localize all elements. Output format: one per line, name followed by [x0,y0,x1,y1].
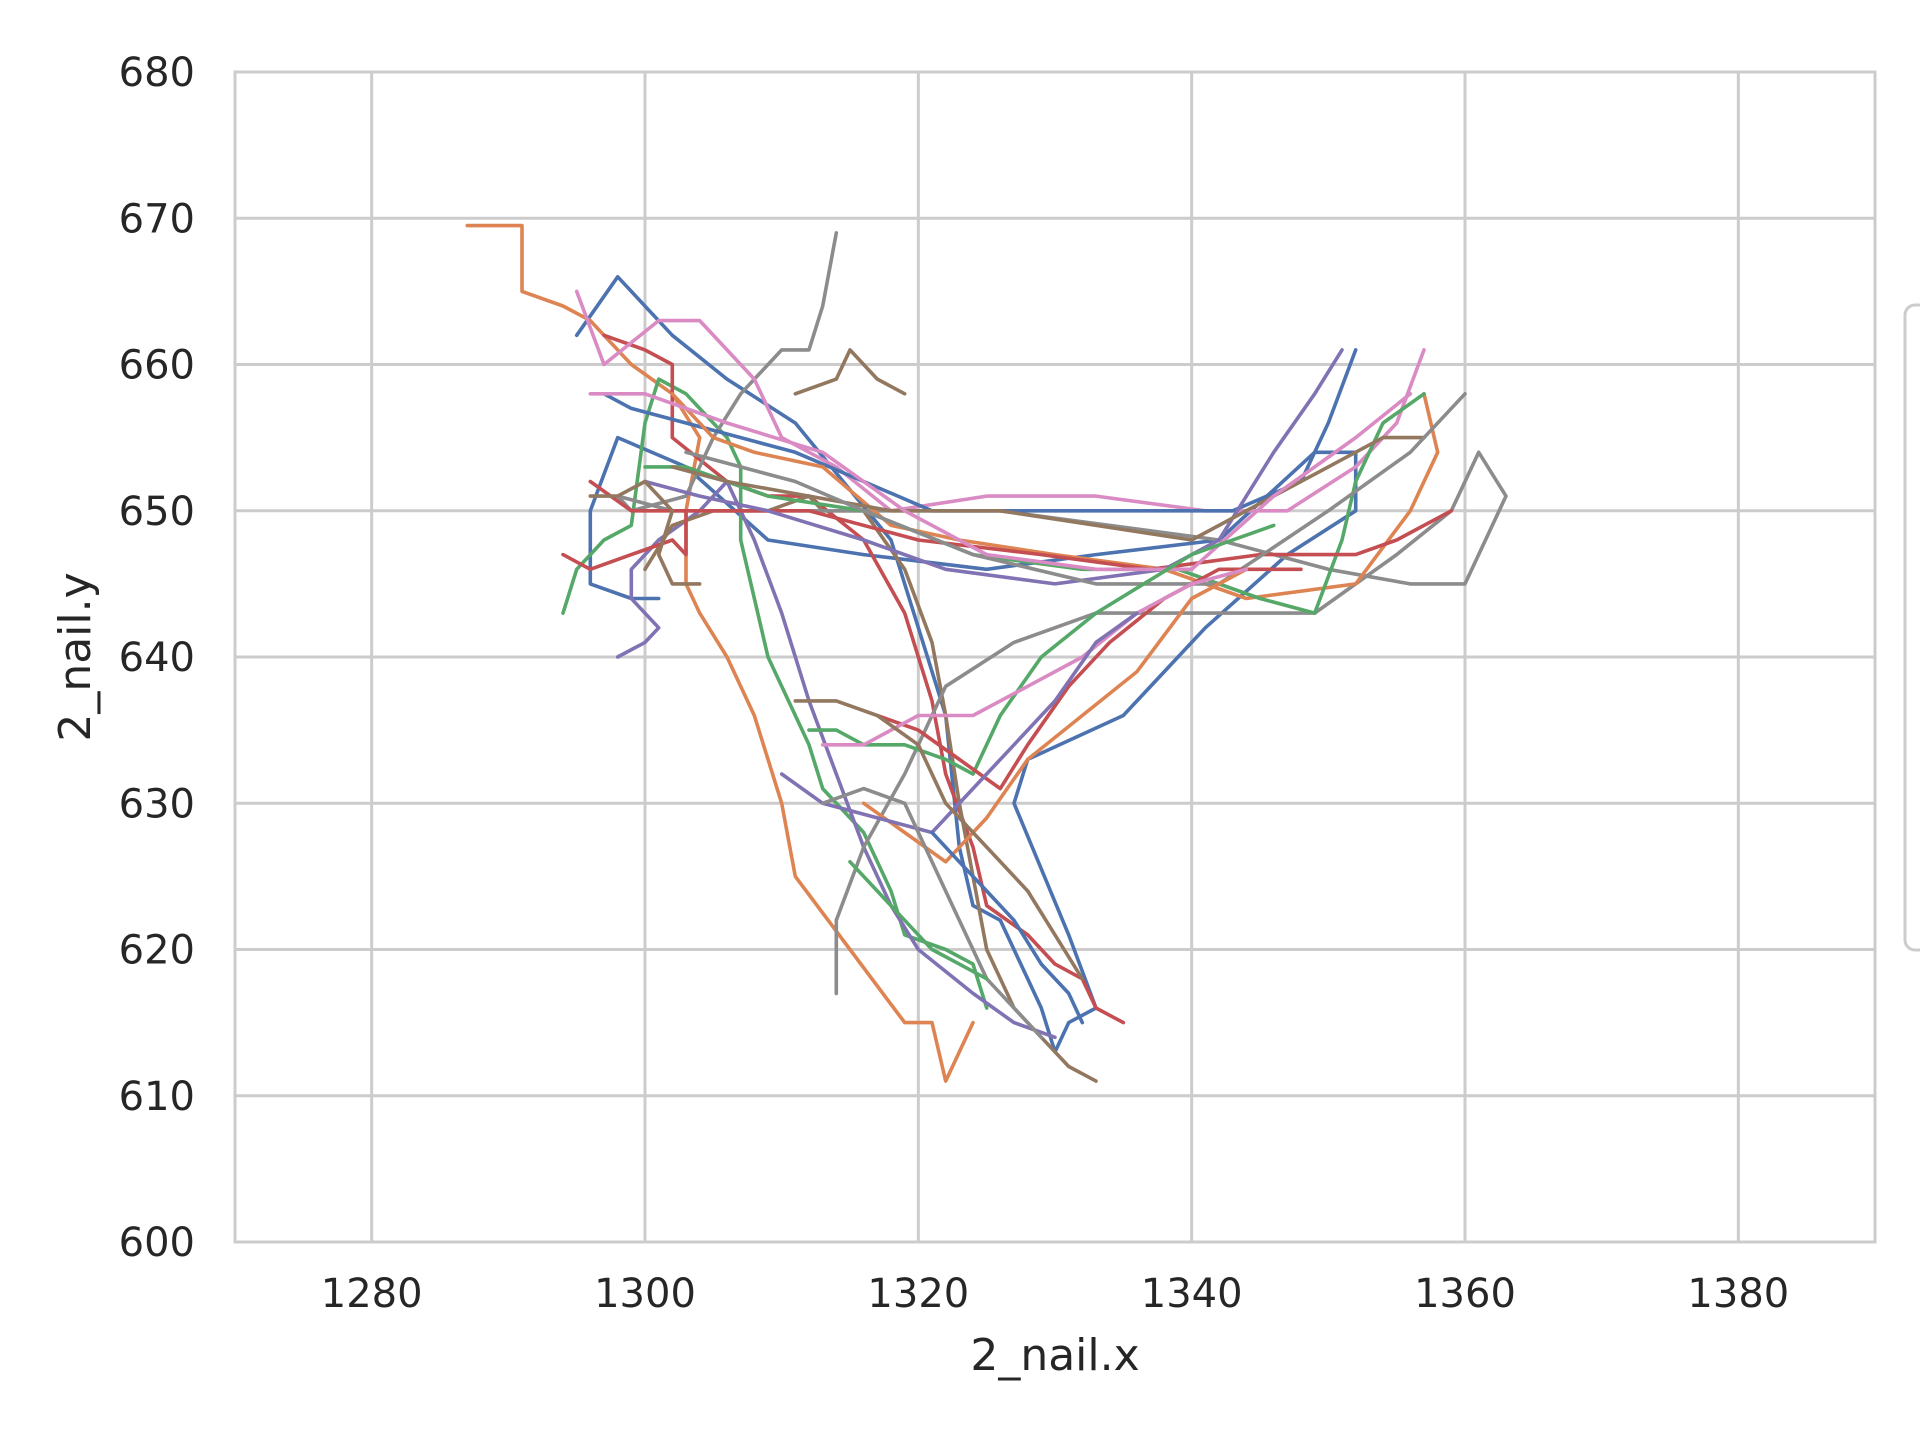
y-tick-label: 650 [119,489,195,535]
x-axis-title: 2_nail.x [970,1330,1139,1381]
series-layer [465,223,1508,1083]
series-line-27 [588,479,702,586]
plot-frame [233,70,1877,1244]
series-line-28 [793,348,907,396]
y-tick-labels: 600 610 620 630 640 650 660 670 680 [119,50,195,1266]
series-line-3 [561,377,989,1010]
series-line-20 [820,567,1249,747]
x-tick-labels: 1280 1300 1320 1340 1360 1380 [321,1271,1789,1317]
x-tick-label: 1380 [1687,1271,1789,1317]
x-tick-label: 1340 [1141,1271,1243,1317]
legend-box [1903,303,1920,952]
series-line-7 [615,231,1508,996]
series-line-4 [602,333,1126,1025]
series-line-16 [588,391,1413,572]
y-tick-label: 670 [119,196,195,242]
y-tick-label: 630 [119,781,195,827]
series-line-12 [588,479,1454,572]
y-tick-label: 660 [119,343,195,389]
series-line-23 [820,786,1044,1040]
series-line-2 [465,223,975,1083]
y-tick-label: 610 [119,1074,195,1120]
series-line-21 [779,611,1139,835]
series-line-9 [602,348,1358,513]
y-tick-label: 600 [119,1220,195,1266]
series-line-17 [807,523,1276,776]
y-gridlines [235,70,1875,1244]
y-axis-title: 2_nail.y [50,572,101,741]
x-tick-label: 1280 [321,1271,423,1317]
series-line-22 [793,699,1085,981]
x-tick-label: 1360 [1414,1271,1516,1317]
series-line-13 [643,348,1344,586]
series-line-6 [643,494,1098,1083]
x-tick-label: 1300 [594,1271,696,1317]
series-line-25 [848,859,989,981]
series-line-5 [615,479,1057,1040]
y-tick-label: 620 [119,928,195,974]
x-tick-label: 1320 [867,1271,969,1317]
series-line-15 [684,391,1467,586]
y-tick-label: 680 [119,50,195,96]
series-line-10 [670,391,1440,601]
y-tick-label: 640 [119,635,195,681]
series-line-14 [670,435,1426,542]
series-line-26 [561,508,688,572]
series-line-19 [861,567,1249,864]
series-line-24 [930,830,1085,1025]
